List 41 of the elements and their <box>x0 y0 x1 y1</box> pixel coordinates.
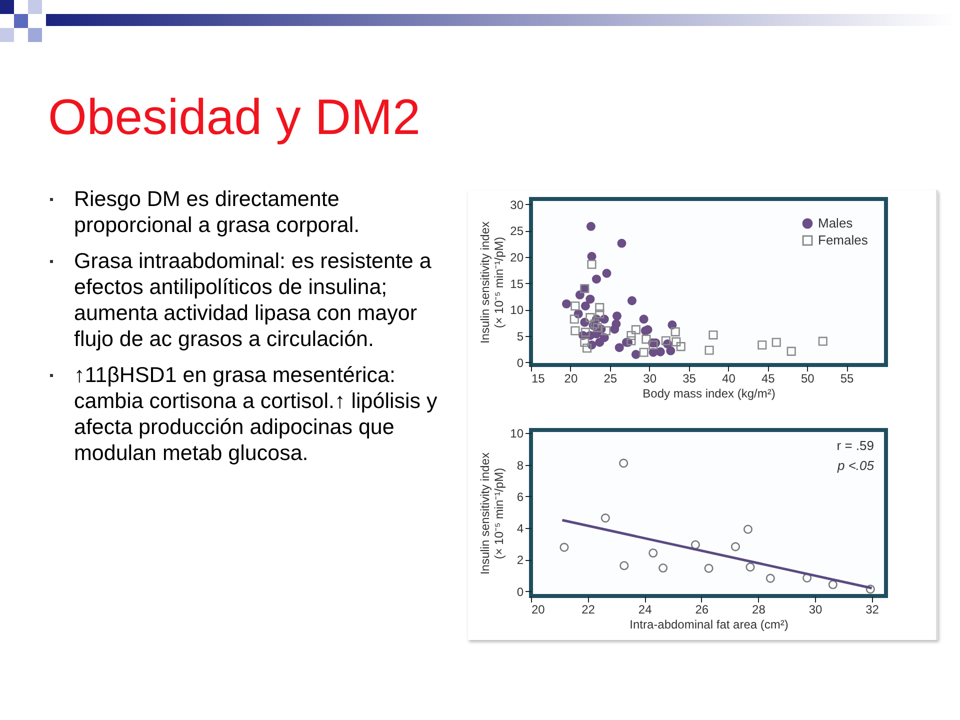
y-tick-label: 15 <box>510 276 524 291</box>
y-tick-label: 10 <box>510 426 524 441</box>
text: Obesidad y DM2 <box>48 88 422 146</box>
y-axis-title: Insulin sensitivity index (× 10⁻⁵ min⁻¹/pM) <box>478 221 506 344</box>
x-tick-label: 35 <box>682 372 696 386</box>
x-tick-label: 24 <box>638 602 652 616</box>
text: Grasa intraabdominal: es resistente a efectos antilipolíticos de insulina; aumenta actividad lipasa con mayor flujo de ac grasos a circulación. <box>74 248 432 352</box>
y-tick-label: 20 <box>510 250 524 264</box>
legend-label: Males <box>818 216 854 230</box>
x-tick-label: 50 <box>800 372 815 386</box>
x-tick-label: 25 <box>604 372 618 386</box>
x-tick-label: 15 <box>532 372 546 386</box>
x-axis-title: Intra-abdominal fat area (cm²) <box>630 618 788 632</box>
annotation: p <.05 <box>836 458 875 473</box>
annotation: r = .59 <box>836 438 874 453</box>
x-tick-label: 22 <box>582 602 596 616</box>
text: Riesgo DM es directamente proporcional a grasa corporal. <box>74 186 361 238</box>
x-tick-label: 30 <box>643 372 657 386</box>
y-tick-label: 6 <box>516 490 524 504</box>
y-tick-label: 25 <box>510 224 524 238</box>
x-tick-label: 26 <box>695 602 709 616</box>
x-tick-label: 55 <box>840 372 854 386</box>
x-tick-label: 40 <box>722 372 736 386</box>
y-tick-label: 4 <box>516 522 524 536</box>
x-tick-label: 28 <box>752 602 766 616</box>
y-tick-label: 30 <box>510 198 524 212</box>
y-tick-label: 10 <box>510 303 524 318</box>
y-tick-label: 2 <box>516 553 524 568</box>
legend-label: Females <box>818 232 868 248</box>
y-axis-title: Insulin sensitivity index (× 10⁻⁵ min⁻¹/pM) <box>478 452 506 575</box>
y-tick-label: 5 <box>516 330 524 344</box>
y-tick-label: 8 <box>516 458 524 472</box>
y-tick-label: 0 <box>516 584 524 599</box>
x-axis-title: Body mass index (kg/m²) <box>642 386 776 400</box>
x-tick-label: 20 <box>532 602 546 616</box>
x-tick-label: 32 <box>866 602 880 616</box>
x-tick-label: 30 <box>808 602 822 616</box>
text: ↑11βHSD1 en grasa mesentérica: cambia cortisona a cortisol.↑ lipólisis y afecta producción adipocinas que modulan metab glucosa. <box>74 362 438 466</box>
y-tick-label: 0 <box>516 356 524 370</box>
x-tick-label: 45 <box>761 372 776 386</box>
x-tick-label: 20 <box>564 372 578 386</box>
